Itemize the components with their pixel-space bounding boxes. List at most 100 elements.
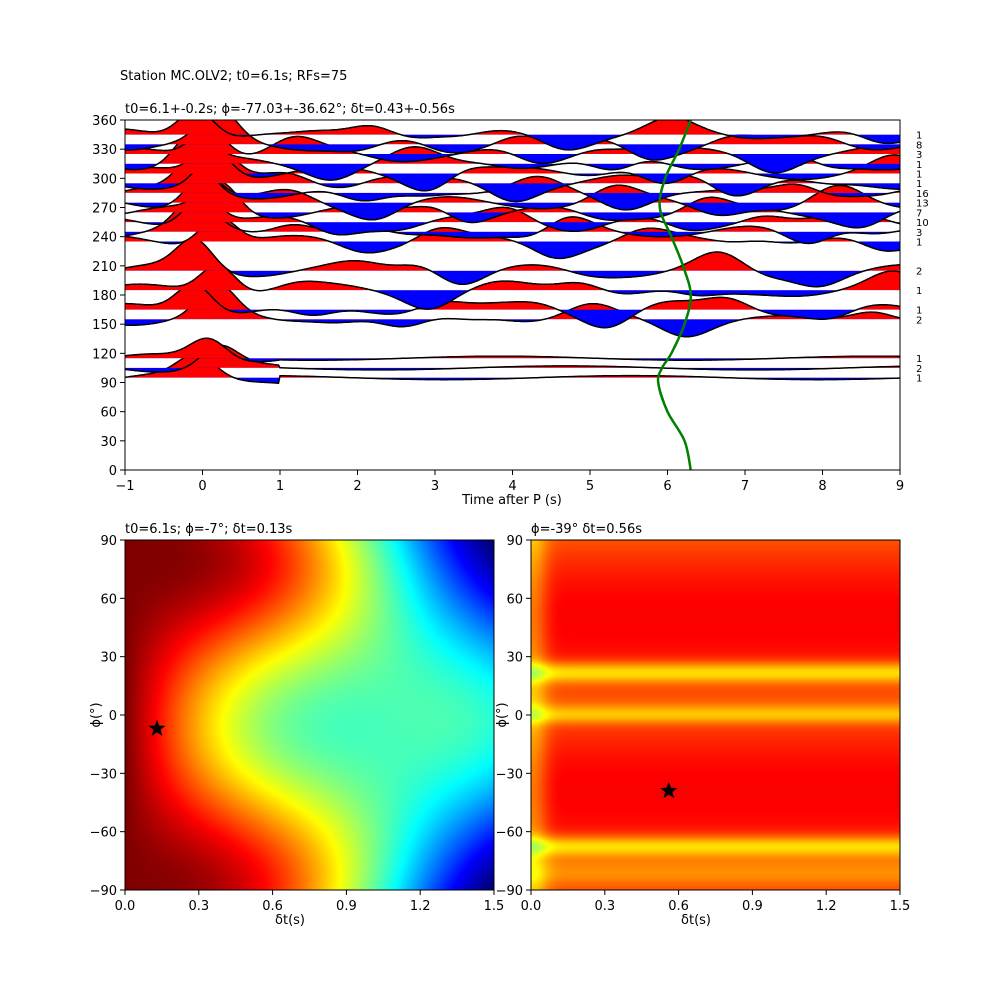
trace-line <box>125 282 900 338</box>
x-tick-label: −1 <box>115 479 134 494</box>
x-tick-label: 1.5 <box>890 899 911 914</box>
y-tick-label: 360 <box>92 114 117 129</box>
trace-negative-fill <box>125 377 900 384</box>
trace-count-label: 3 <box>916 150 922 161</box>
gather-panel: t0=6.1+-0.2s; ϕ=-77.03+-36.62°; δt=0.43+… <box>92 102 929 508</box>
y-tick-label: 150 <box>92 318 117 333</box>
trace-count-label: 1 <box>916 306 922 317</box>
misfit-left-heatmap <box>125 540 494 890</box>
x-tick-label: 8 <box>818 479 826 494</box>
misfit-right-y-label: ϕ(°) <box>495 702 510 727</box>
x-tick-label: 0 <box>198 479 206 494</box>
y-tick-label: 240 <box>92 231 117 246</box>
y-tick-label: −30 <box>90 767 117 782</box>
trace-line <box>125 215 900 260</box>
misfit-left-ticks: 0.0 0.3 0.6 0.9 1.2 1.5 −90 −60 −30 0 30 60 90 <box>90 534 505 914</box>
trace-line <box>125 149 900 203</box>
trace-line <box>125 195 900 245</box>
gather-y-ticks: 0 30 60 90 120 150 180 210 240 270 300 330 360 <box>92 114 125 479</box>
trace-negative-fill <box>125 154 900 173</box>
y-tick-label: 30 <box>100 435 117 450</box>
trace-count-label: 1 <box>916 160 922 171</box>
y-tick-label: 90 <box>506 534 523 549</box>
y-tick-label: −30 <box>496 767 523 782</box>
y-tick-label: 30 <box>506 651 523 666</box>
x-tick-label: 0.6 <box>262 899 283 914</box>
trace-positive-fill <box>183 345 900 368</box>
misfit-left-x-label: δt(s) <box>275 913 305 928</box>
x-tick-label: 0.3 <box>188 899 209 914</box>
trace-line <box>125 120 900 151</box>
trace-count-label: 1 <box>916 238 922 249</box>
misfit-right-ticks: 0.0 0.3 0.6 0.9 1.2 1.5 −90 −60 −30 0 30 60 90 <box>496 534 911 914</box>
trace-negative-fill <box>125 231 900 244</box>
gather-plot-area <box>125 120 900 470</box>
trace-negative-fill <box>125 144 900 160</box>
y-tick-label: 60 <box>100 592 117 607</box>
y-tick-label: 0 <box>109 709 117 724</box>
y-tick-label: 120 <box>92 347 117 362</box>
trace-negative-fill <box>125 163 900 181</box>
moveout-curve <box>656 120 693 470</box>
trace-negative-fill <box>229 270 866 287</box>
trace-count-label: 2 <box>916 267 922 278</box>
gather-x-ticks: −1 0 1 2 3 4 5 6 7 8 9 <box>115 470 904 494</box>
y-tick-label: −60 <box>496 826 523 841</box>
y-tick-label: 30 <box>100 651 117 666</box>
y-tick-label: 210 <box>92 260 117 275</box>
trace-line <box>125 337 900 363</box>
x-tick-label: 1 <box>276 479 284 494</box>
trace-positive-fill <box>125 265 900 291</box>
trace-count-label: 16 <box>916 189 929 200</box>
trace-negative-fill <box>139 222 900 235</box>
trace-negative-fill <box>244 173 844 191</box>
trace-count-label: 1 <box>916 354 922 365</box>
x-tick-label: 6 <box>663 479 671 494</box>
y-tick-label: 60 <box>100 406 117 421</box>
y-tick-label: 90 <box>100 534 117 549</box>
trace-positive-fill <box>125 338 900 359</box>
trace-negative-fill <box>232 134 900 150</box>
trace-line <box>125 353 900 384</box>
trace-count-label: 7 <box>916 208 922 219</box>
y-tick-label: 180 <box>92 289 117 304</box>
trace-positive-fill <box>125 197 900 223</box>
x-tick-label: 0.0 <box>521 899 542 914</box>
gather-title: t0=6.1+-0.2s; ϕ=-77.03+-36.62°; δt=0.43+… <box>125 102 455 117</box>
trace-negative-fill <box>125 212 898 228</box>
trace-count-label: 1 <box>916 374 922 385</box>
trace-line <box>125 264 900 310</box>
trace-line <box>125 283 900 329</box>
trace-count-label: 1 <box>916 286 922 297</box>
gather-x-label: Time after P (s) <box>461 493 562 508</box>
misfit-left-panel: t0=6.1s; ϕ=-7°; δt=0.13s 0.0 0.3 0.6 0.9 1.2… <box>89 522 504 928</box>
trace-line <box>125 196 900 236</box>
trace-line <box>125 237 900 288</box>
misfit-right-title: ϕ=-39° δt=0.56s <box>531 522 642 537</box>
trace-count-label: 13 <box>916 199 929 210</box>
trace-negative-fill <box>125 319 900 337</box>
trace-count-label: 1 <box>916 169 922 180</box>
x-tick-label: 7 <box>741 479 749 494</box>
x-tick-label: 0.9 <box>742 899 763 914</box>
y-tick-label: 300 <box>92 172 117 187</box>
x-tick-label: 0.9 <box>336 899 357 914</box>
misfit-left-title: t0=6.1s; ϕ=-7°; δt=0.13s <box>125 522 293 537</box>
misfit-right-x-label: δt(s) <box>681 913 711 928</box>
trace-count-label: 1 <box>916 179 922 190</box>
x-tick-label: 1.5 <box>484 899 505 914</box>
misfit-right-panel: ϕ=-39° δt=0.56s 0.0 0.3 0.6 0.9 1.2 1.5 −90 −60… <box>495 522 910 928</box>
x-tick-label: 0.6 <box>668 899 689 914</box>
trace-positive-fill <box>171 283 900 320</box>
misfit-right-best-star <box>660 781 678 799</box>
y-tick-label: 0 <box>515 709 523 724</box>
x-tick-label: 3 <box>431 479 439 494</box>
y-tick-label: −90 <box>496 884 523 899</box>
trace-count-label: 10 <box>916 218 929 229</box>
trace-count-label: 1 <box>916 131 922 142</box>
x-tick-label: 5 <box>586 479 594 494</box>
x-tick-label: 0.3 <box>594 899 615 914</box>
misfit-left-best-star <box>148 719 166 736</box>
x-tick-label: 1.2 <box>816 899 837 914</box>
